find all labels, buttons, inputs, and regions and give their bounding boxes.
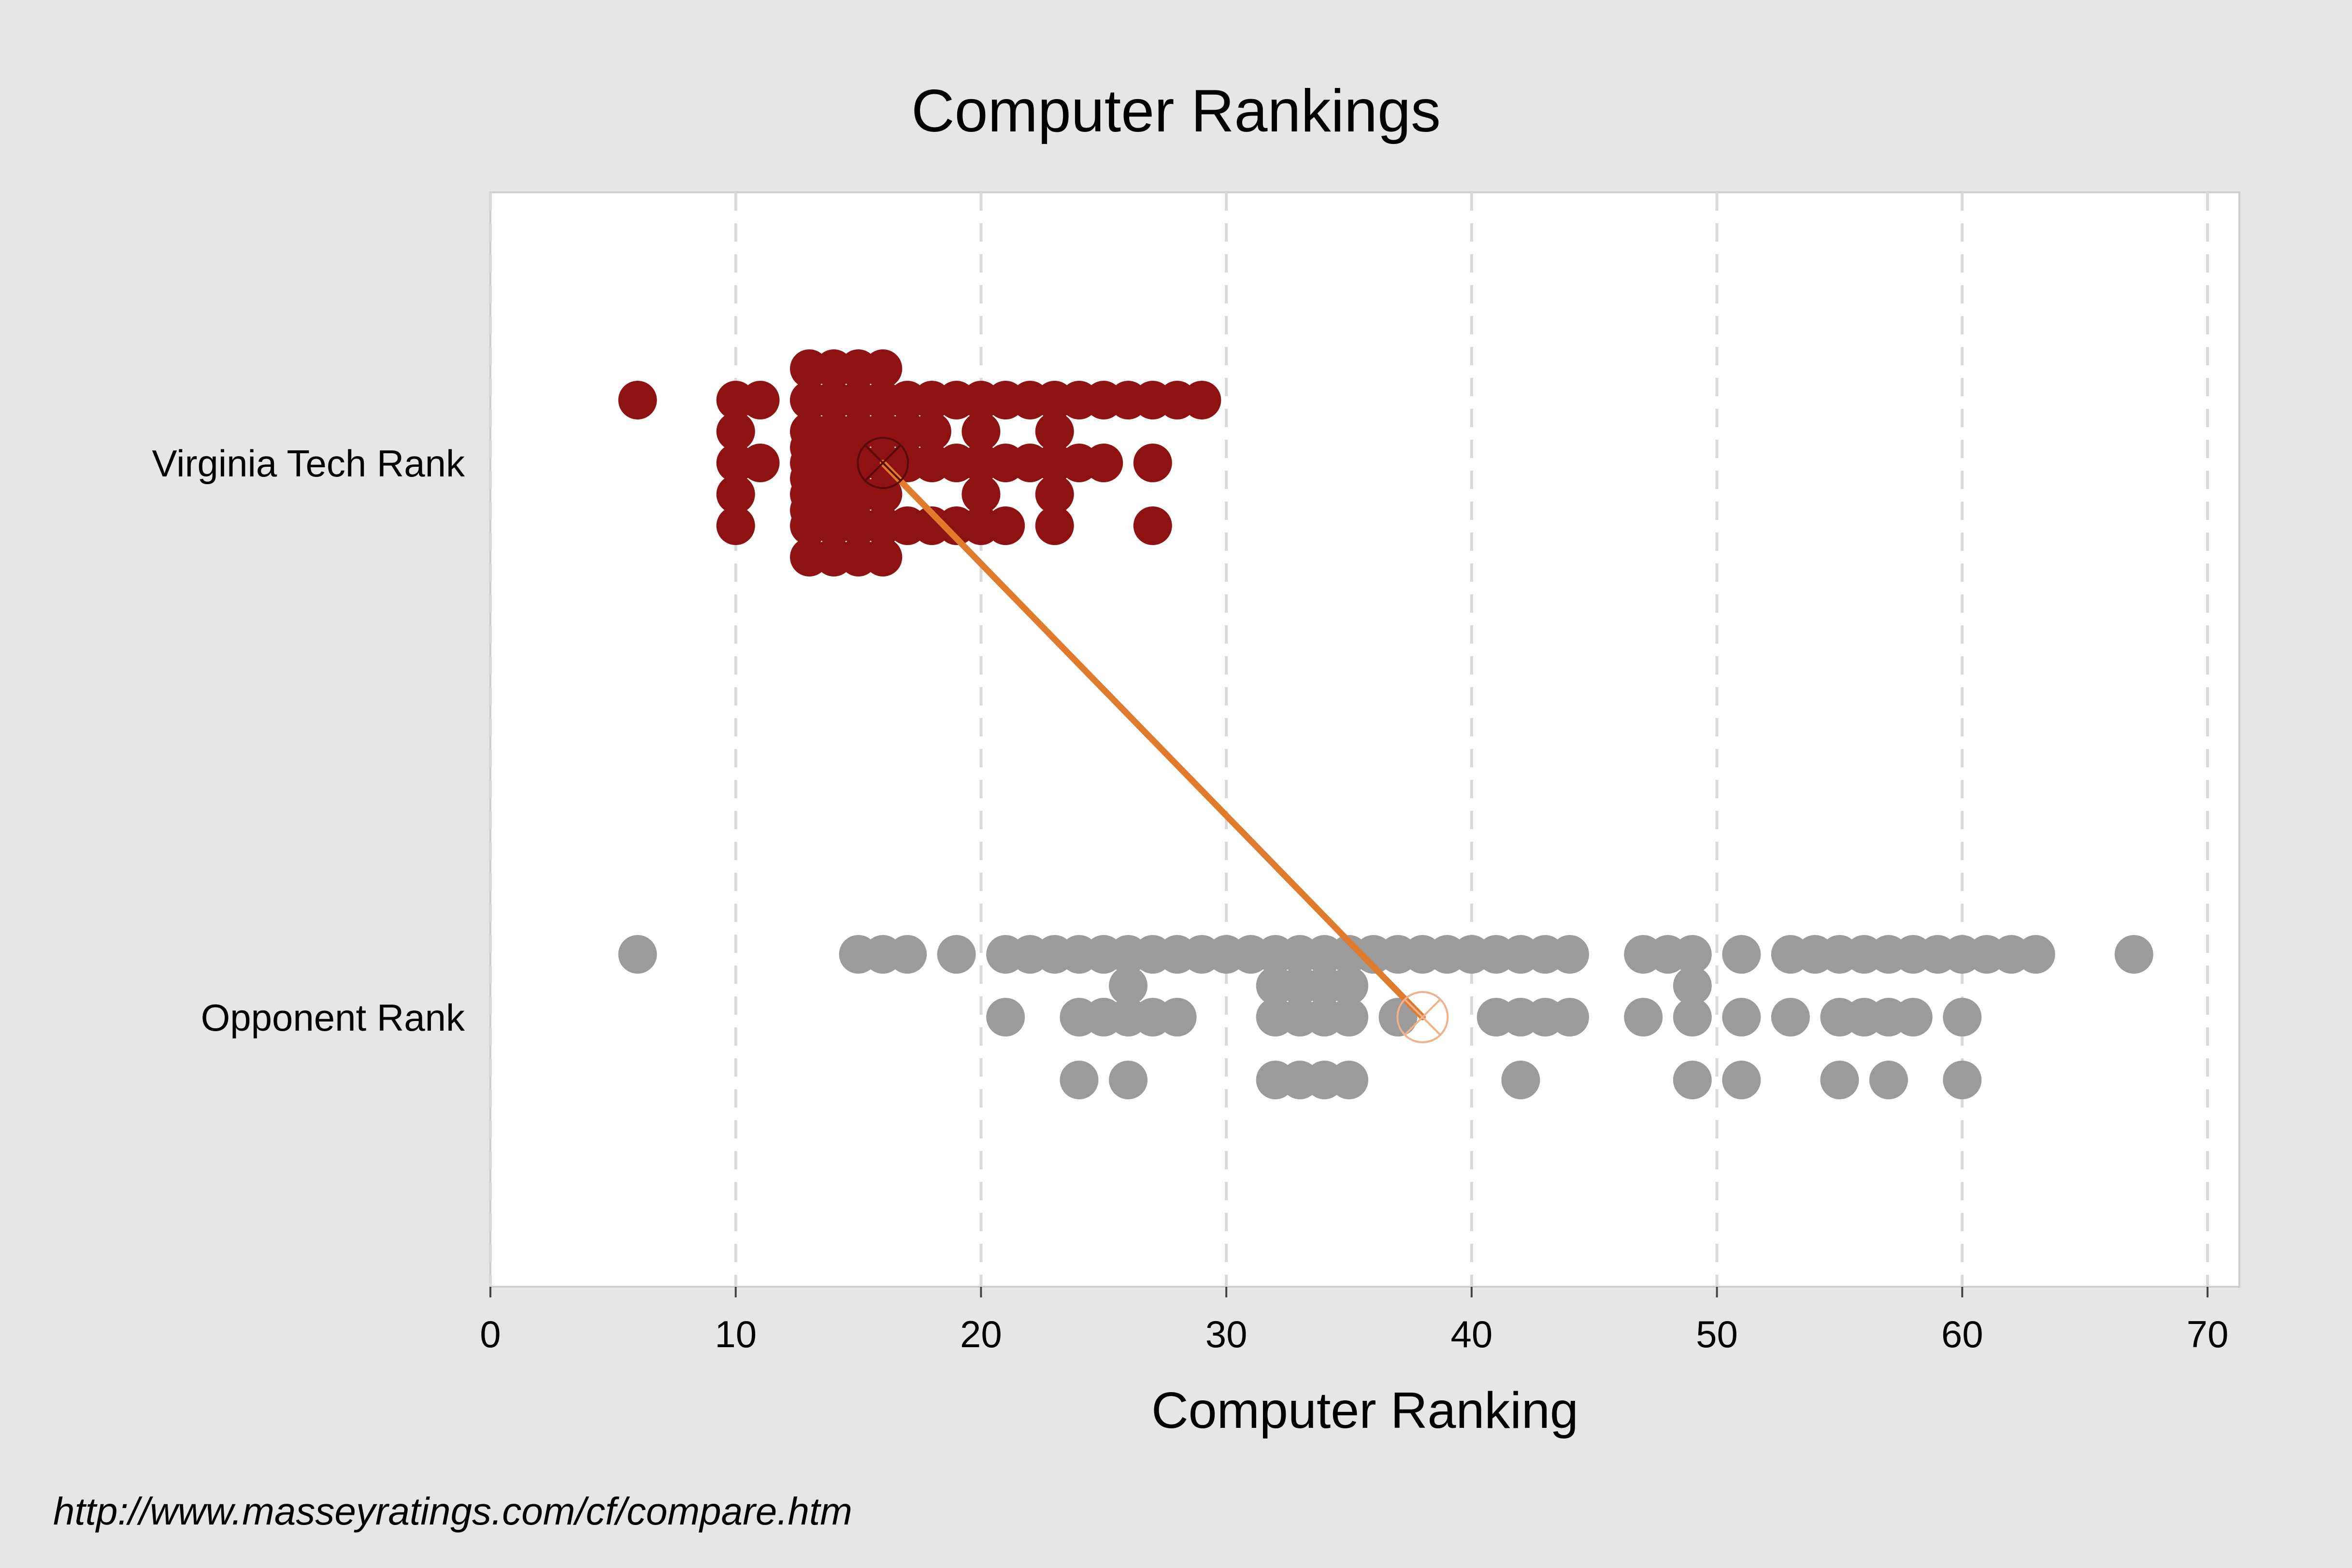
x-tick-label: 20 <box>960 1313 1002 1355</box>
opponent-point <box>1869 1061 1908 1099</box>
opponent-point <box>1624 998 1663 1036</box>
virginia-tech-point <box>716 412 755 451</box>
opponent-point <box>1943 998 1982 1036</box>
x-tick-label: 10 <box>715 1313 757 1355</box>
opponent-point <box>1771 998 1810 1036</box>
x-tick-label: 0 <box>480 1313 501 1355</box>
opponent-point <box>1722 998 1761 1036</box>
opponent-point <box>1722 935 1761 974</box>
x-tick-label: 40 <box>1450 1313 1492 1355</box>
opponent-point <box>1329 1061 1368 1099</box>
opponent-point <box>1673 966 1712 1005</box>
mean-connector <box>857 437 1449 1043</box>
virginia-tech-point <box>741 444 780 482</box>
virginia-tech-point <box>863 475 903 514</box>
source-url: http://www.masseyratings.com/cf/compare.… <box>53 1490 852 1533</box>
virginia-tech-point <box>741 381 780 419</box>
opponent-point <box>1673 998 1712 1036</box>
virginia-tech-point <box>1133 506 1172 545</box>
opponent-point <box>618 935 657 974</box>
opponent-point <box>1550 998 1589 1036</box>
virginia-tech-point <box>1035 475 1074 514</box>
opponent-point <box>1893 998 1933 1036</box>
virginia-tech-point <box>912 412 951 451</box>
opponent-point <box>1158 998 1197 1036</box>
x-tick-label: 60 <box>1941 1313 1983 1355</box>
x-tick-label: 70 <box>2187 1313 2229 1355</box>
virginia-tech-point <box>618 381 657 419</box>
virginia-tech-point <box>961 475 1001 514</box>
grid-lines <box>489 192 2209 1287</box>
mean-marker-cross <box>864 445 902 481</box>
mean-marker-cross <box>1404 999 1441 1036</box>
virginia-tech-point <box>863 538 903 576</box>
opponent-point <box>1943 1061 1982 1099</box>
virginia-tech-point <box>863 349 903 388</box>
opponent-point <box>888 935 927 974</box>
category-label: Opponent Rank <box>201 996 465 1039</box>
virginia-tech-point <box>961 412 1001 451</box>
mean-line <box>879 460 1426 1021</box>
opponent-point <box>1722 1061 1761 1099</box>
category-labels: Virginia Tech Rank Opponent Rank <box>152 442 465 1039</box>
virginia-tech-point <box>1182 381 1221 419</box>
opponent-point <box>1109 1061 1148 1099</box>
x-tick-label: 30 <box>1205 1313 1248 1355</box>
opponent-point <box>937 935 976 974</box>
opponent-point <box>1673 1061 1712 1099</box>
opponent-point <box>2114 935 2153 974</box>
mean-marker <box>1396 991 1449 1043</box>
plot-area <box>489 191 2240 1288</box>
virginia-tech-point <box>1133 444 1172 482</box>
opponent-point <box>1060 1061 1099 1099</box>
opponent-point <box>1329 998 1368 1036</box>
virginia-tech-point <box>1035 412 1074 451</box>
opponent-point <box>1329 966 1368 1005</box>
mean-marker <box>857 437 909 489</box>
category-label: Virginia Tech Rank <box>152 442 465 485</box>
opponent-point <box>1501 1061 1540 1099</box>
opponent-point <box>1550 935 1589 974</box>
virginia-tech-point <box>1035 506 1074 545</box>
virginia-tech-point <box>716 506 755 545</box>
virginia-tech-point <box>1084 444 1123 482</box>
data-points <box>618 349 2153 1099</box>
x-axis-title: Computer Ranking <box>1151 1382 1578 1439</box>
virginia-tech-point <box>986 506 1025 545</box>
opponent-point <box>1673 935 1712 974</box>
chart-title: Computer Rankings <box>911 78 1441 144</box>
x-axis-ticks: 0 10 20 30 40 50 60 70 <box>480 1287 2228 1355</box>
opponent-point <box>1820 1061 1859 1099</box>
opponent-point <box>2016 935 2055 974</box>
opponent-point <box>986 998 1025 1036</box>
x-tick-label: 50 <box>1696 1313 1738 1355</box>
virginia-tech-point <box>716 475 755 514</box>
opponent-point <box>1109 966 1148 1005</box>
